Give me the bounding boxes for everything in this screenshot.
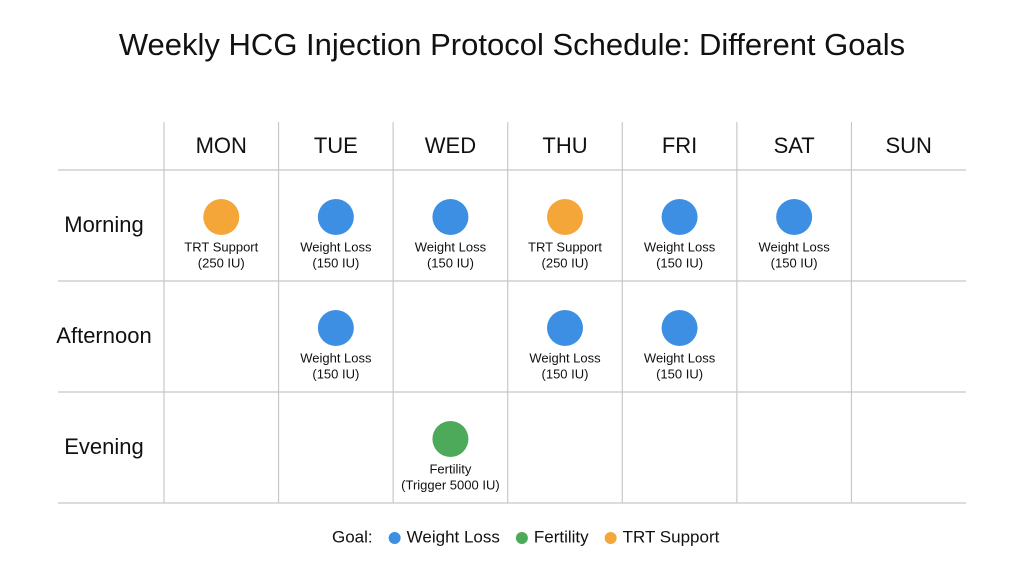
injection-label: Weight Loss [415, 239, 487, 254]
injection-label: Weight Loss [300, 350, 372, 365]
goal-dot [432, 199, 469, 235]
goal-dot [661, 310, 698, 346]
slot-label: Afternoon [56, 323, 151, 348]
legend-dot [515, 532, 528, 544]
injection-label: Weight Loss [644, 239, 716, 254]
day-header: WED [425, 133, 476, 158]
slot-label: Morning [64, 212, 143, 237]
legend-title: Goal: [332, 527, 373, 546]
goal-dot [547, 199, 583, 235]
day-header: THU [542, 133, 587, 158]
injection-label: Weight Loss [644, 350, 716, 365]
injection-label: Fertility [429, 461, 471, 476]
injection-label: Weight Loss [300, 239, 372, 254]
goal-dot [317, 310, 354, 346]
goal-dot [547, 310, 583, 346]
injection-label: TRT Support [184, 239, 258, 254]
goal-dot [317, 199, 354, 235]
injection-dose: (150 IU) [312, 255, 359, 270]
legend-label: TRT Support [623, 527, 720, 546]
injection-dose: (150 IU) [771, 255, 818, 270]
legend-dot [604, 532, 617, 544]
day-header: FRI [662, 133, 697, 158]
legend-label: Weight Loss [407, 527, 500, 546]
day-header: TUE [314, 133, 358, 158]
page-title: Weekly HCG Injection Protocol Schedule: … [119, 27, 905, 62]
injection-label: Weight Loss [758, 239, 830, 254]
goal-dot [661, 199, 698, 235]
injection-dose: (150 IU) [656, 366, 703, 381]
slot-label: Evening [64, 434, 144, 459]
day-header: MON [196, 133, 247, 158]
legend-label: Fertility [534, 527, 589, 546]
goal-dot [203, 199, 240, 235]
injection-dose: (150 IU) [427, 255, 474, 270]
injection-dose: (150 IU) [656, 255, 703, 270]
injection-dose: (250 IU) [542, 255, 589, 270]
injection-dose: (250 IU) [198, 255, 245, 270]
injection-dose: (150 IU) [542, 366, 589, 381]
injection-dose: (150 IU) [312, 366, 359, 381]
goal-dot [776, 199, 813, 235]
day-header: SAT [774, 133, 815, 158]
day-header: SUN [885, 133, 931, 158]
injection-label: TRT Support [528, 239, 602, 254]
injection-dose: (Trigger 5000 IU) [401, 477, 500, 492]
injection-label: Weight Loss [529, 350, 601, 365]
legend-dot [388, 532, 401, 544]
goal-dot [432, 421, 469, 457]
